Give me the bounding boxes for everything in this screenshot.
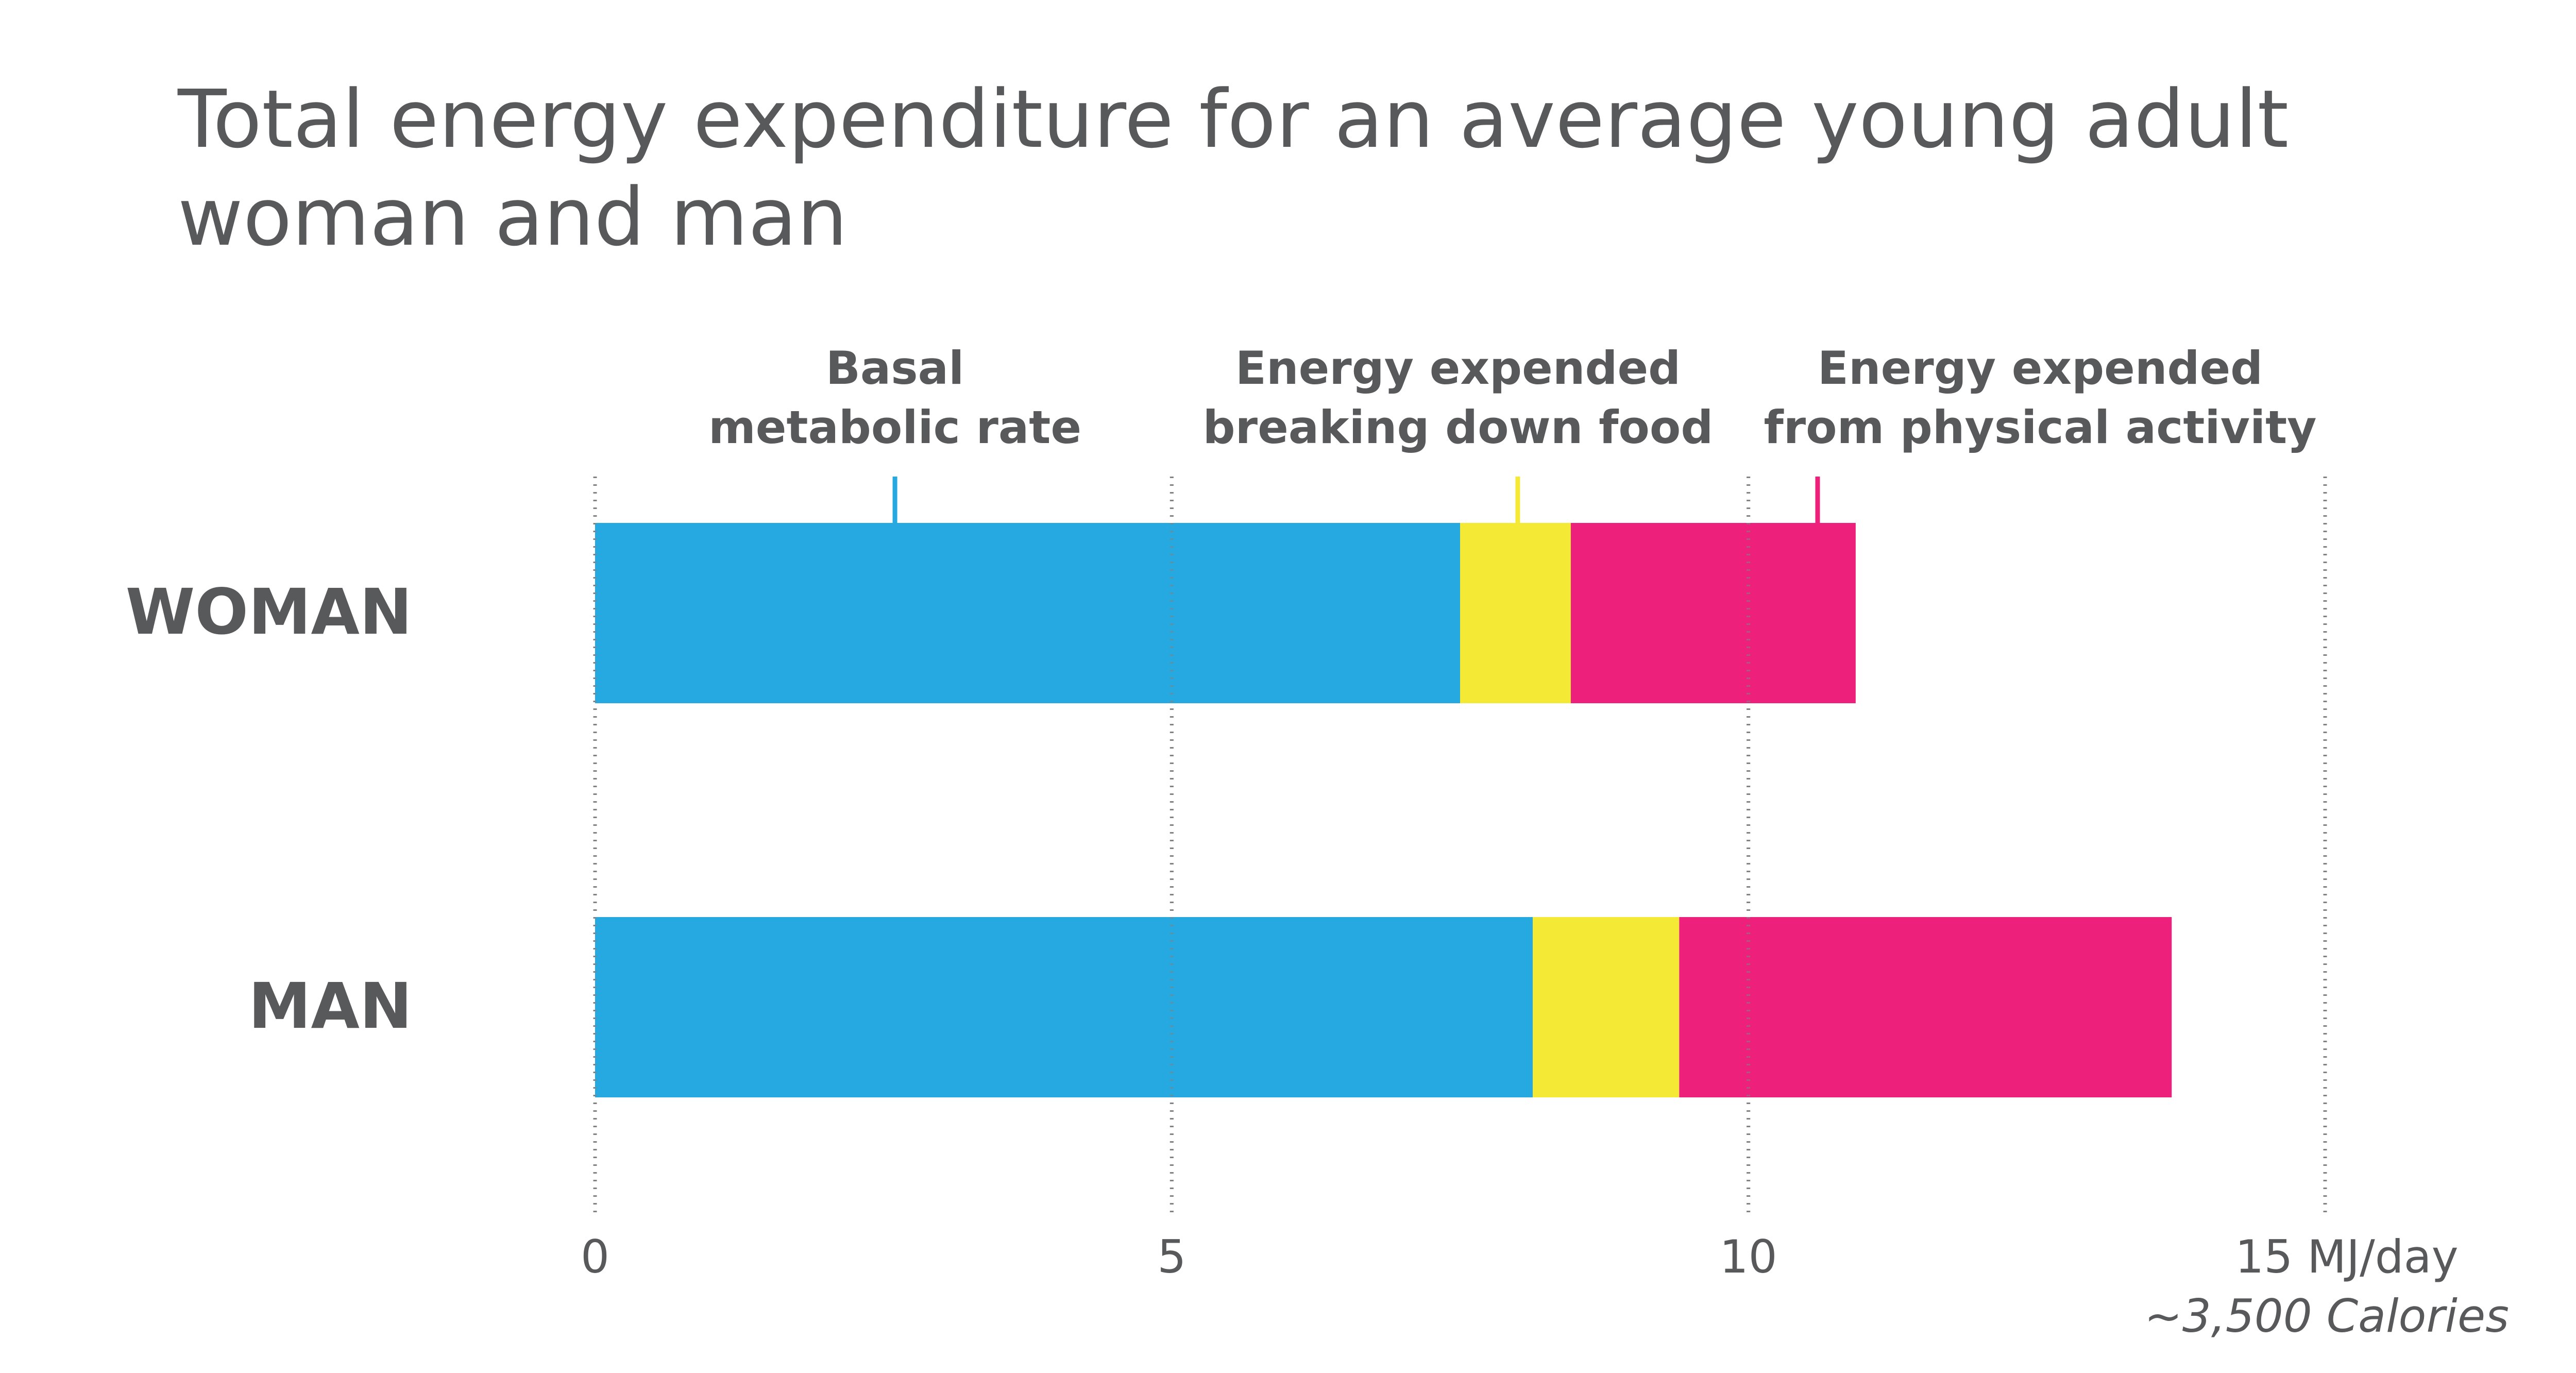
bar-segment (595, 917, 1533, 1097)
bar-segment (595, 523, 1460, 703)
legend-label: Basal (826, 342, 964, 395)
legend-label: Energy expended (1818, 342, 2263, 395)
legend-label: metabolic rate (708, 401, 1081, 454)
chart-title-group: Total energy expenditure for an average … (177, 73, 2289, 264)
legend: Basal metabolic rate Energy expended breaki… (708, 342, 2317, 559)
category-labels: WOMAN MAN (126, 575, 412, 1043)
legend-label: Energy expended (1235, 342, 1681, 395)
x-tick-label: 15 MJ/day (2235, 1230, 2458, 1283)
bars (593, 477, 2172, 1218)
legend-label: breaking down food (1203, 401, 1714, 454)
bar-segment (1570, 523, 1856, 703)
category-label: WOMAN (126, 575, 412, 649)
bar-segment (1533, 917, 1680, 1097)
x-unit-note: ~3,500 Calories (2144, 1290, 2509, 1343)
bar-segment (1460, 523, 1571, 703)
x-tick-label: 10 (1720, 1230, 1777, 1283)
x-axis-ticks: 0 5 10 15 MJ/day ~3,500 Calories (581, 1230, 2509, 1343)
chart-title-line: woman and man (178, 171, 848, 264)
category-label: MAN (248, 970, 412, 1043)
bar-segment (1679, 917, 2172, 1097)
x-tick-label: 5 (1157, 1230, 1186, 1283)
chart-title-line: Total energy expenditure for an average … (177, 73, 2289, 166)
legend-label: from physical activity (1764, 401, 2316, 454)
x-tick-label: 0 (581, 1230, 609, 1283)
